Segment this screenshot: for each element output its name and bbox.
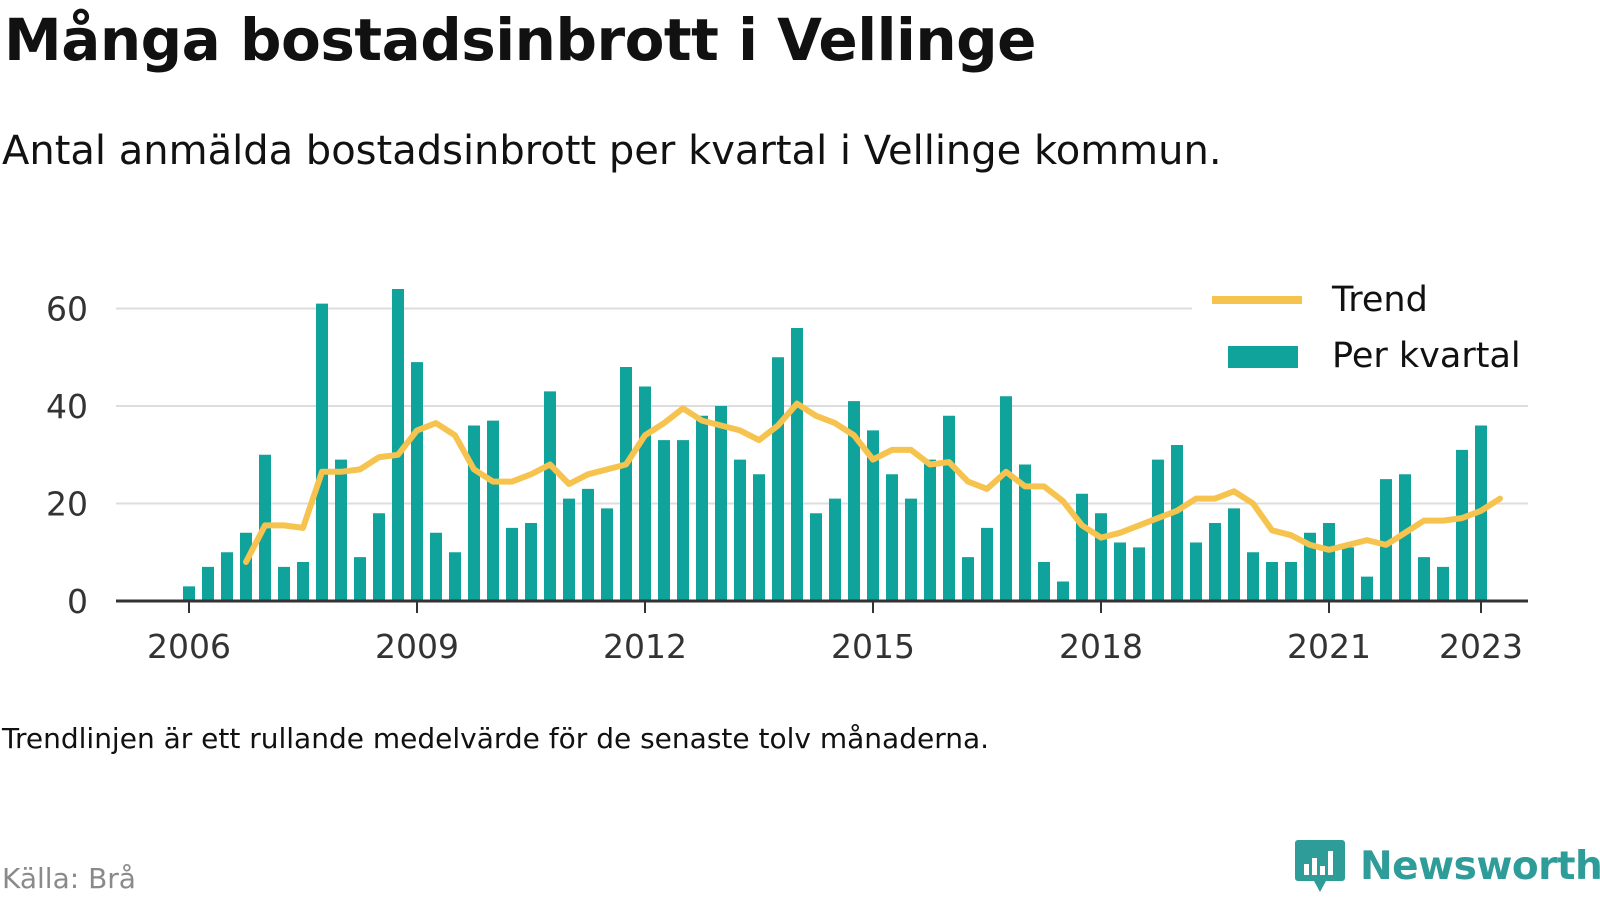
bar <box>658 440 670 601</box>
bar <box>1342 547 1354 601</box>
bar <box>297 562 309 601</box>
bar <box>240 532 252 601</box>
source-label: Källa: Brå <box>2 862 136 895</box>
bar <box>487 420 499 601</box>
bar <box>1304 532 1316 601</box>
bar <box>905 498 917 601</box>
bar <box>525 523 537 601</box>
bar-series <box>183 289 1487 601</box>
bar <box>1133 547 1145 601</box>
x-tick-label: 2015 <box>831 627 915 666</box>
bar <box>1361 576 1373 601</box>
bar <box>1000 396 1012 601</box>
chart-subtitle: Antal anmälda bostadsinbrott per kvartal… <box>2 128 1222 174</box>
bar <box>1323 523 1335 601</box>
bar <box>829 498 841 601</box>
bar <box>1114 542 1126 601</box>
bar <box>772 357 784 601</box>
y-tick-label: 0 <box>67 582 88 621</box>
bar <box>449 552 461 601</box>
bar <box>582 488 594 601</box>
bar <box>696 415 708 601</box>
bar <box>1095 513 1107 601</box>
x-tick-label: 2021 <box>1287 627 1371 666</box>
x-axis: 2006 2009 2012 2015 2018 2021 2023 <box>116 599 1528 666</box>
x-tick-label: 2018 <box>1059 627 1143 666</box>
bar <box>354 557 366 601</box>
bar <box>867 430 879 601</box>
bar <box>1076 493 1088 601</box>
bar <box>1285 562 1297 601</box>
bar <box>1057 581 1069 601</box>
bar <box>715 406 727 601</box>
chart-title: Många bostadsinbrott i Vellinge <box>4 6 1036 74</box>
chart-note: Trendlinjen är ett rullande medelvärde f… <box>2 722 990 755</box>
bar <box>791 328 803 601</box>
bar <box>1171 445 1183 601</box>
bar <box>1399 474 1411 601</box>
bar <box>544 391 556 601</box>
trend-line <box>243 400 1503 565</box>
bar <box>1418 557 1430 601</box>
bar <box>924 459 936 601</box>
bar <box>962 557 974 601</box>
legend-bar-swatch <box>1228 346 1298 368</box>
bar <box>620 367 632 601</box>
bar <box>430 532 442 601</box>
bar <box>411 362 423 601</box>
bar <box>886 474 898 601</box>
bar <box>1190 542 1202 601</box>
bar <box>563 498 575 601</box>
bar <box>202 566 214 601</box>
bar <box>1247 552 1259 601</box>
bar <box>335 459 347 601</box>
bar <box>734 459 746 601</box>
bar <box>1437 566 1449 601</box>
legend: Trend Per kvartal <box>1192 280 1538 385</box>
bar <box>1152 459 1164 601</box>
y-tick-label: 40 <box>46 387 88 426</box>
bar <box>1038 562 1050 601</box>
bar <box>392 289 404 601</box>
newsworthy-icon <box>1295 840 1345 892</box>
bar <box>639 386 651 601</box>
bar <box>1209 523 1221 601</box>
x-tick-label: 2006 <box>147 627 231 666</box>
x-tick-label: 2023 <box>1439 627 1523 666</box>
bar <box>183 586 195 601</box>
bar <box>221 552 233 601</box>
brand-logo: Newsworthy <box>1294 838 1600 894</box>
y-axis-ticks: 0 20 40 60 <box>46 290 88 622</box>
x-tick-label: 2009 <box>375 627 459 666</box>
chart-svg: 0 20 40 60 2006 2009 2012 2015 2018 2021 2023 Tre… <box>46 280 1538 666</box>
bar <box>981 527 993 601</box>
x-tick-label: 2012 <box>603 627 687 666</box>
bar <box>506 527 518 601</box>
brand-name: Newsworthy <box>1360 843 1600 889</box>
bar <box>1266 562 1278 601</box>
bar <box>373 513 385 601</box>
bar <box>1456 449 1468 601</box>
bar <box>1019 464 1031 601</box>
bar <box>316 303 328 601</box>
trend-series <box>243 400 1503 565</box>
bar <box>943 415 955 601</box>
bar <box>468 425 480 601</box>
bar <box>278 566 290 601</box>
bar <box>810 513 822 601</box>
bar <box>601 508 613 601</box>
y-tick-label: 60 <box>46 290 88 329</box>
legend-bar-label: Per kvartal <box>1332 336 1521 376</box>
bar <box>1228 508 1240 601</box>
y-tick-label: 20 <box>46 485 88 524</box>
bar <box>1380 479 1392 601</box>
bar <box>753 474 765 601</box>
legend-trend-label: Trend <box>1331 280 1428 320</box>
bar <box>677 440 689 601</box>
bar <box>848 401 860 601</box>
